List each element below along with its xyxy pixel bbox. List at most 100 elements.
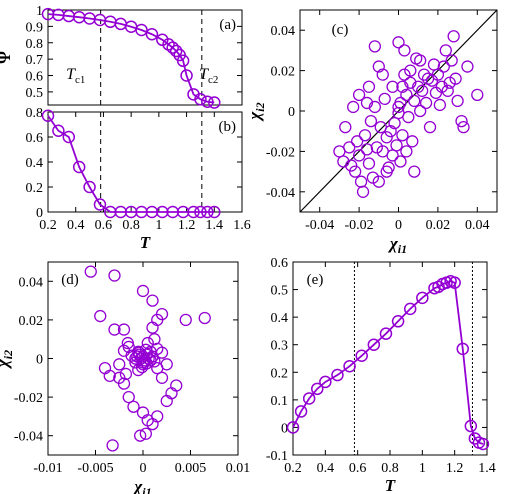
x-axis-label: χi1 [132, 477, 151, 494]
data-point [386, 149, 399, 162]
data-point [198, 311, 211, 325]
y-axis-label: χi2 [0, 350, 15, 369]
data-point [169, 44, 183, 58]
data-point [93, 198, 107, 211]
data-point [84, 265, 97, 278]
data-point [350, 135, 364, 148]
data-point [358, 129, 372, 142]
data-point [139, 427, 153, 440]
data-point [170, 379, 183, 392]
data-point [362, 80, 376, 93]
x-tick-label: 0.4 [67, 218, 85, 233]
x-tick-label: 0.2 [39, 218, 57, 233]
data-point [319, 375, 332, 389]
data-point [392, 36, 405, 49]
panel-e: 0.60.50.40.30.20.10-0.10.2 0.4 0.6 0.8 1 1.2 1… [266, 256, 496, 494]
y-tick-label: 0.8 [26, 106, 44, 121]
data-point [108, 269, 121, 282]
x-axis-label: T [140, 233, 151, 252]
data-point [339, 121, 352, 134]
x-tick-label: -0.01 [33, 461, 62, 476]
data-point [355, 349, 368, 362]
data-point [471, 88, 484, 101]
x-tick-label: -0.02 [345, 218, 374, 233]
data-point [408, 94, 421, 108]
y-tick-label: 0.04 [19, 275, 44, 290]
data-point [378, 92, 391, 106]
data-point [122, 390, 135, 404]
data-point [201, 205, 214, 219]
data-point [141, 336, 154, 350]
axes-frame [292, 261, 488, 456]
data-point [160, 358, 173, 371]
y-tick-label: 0.6 [26, 70, 44, 85]
y-tick-label: -0.04 [14, 430, 43, 445]
panel-a: 10.9 0.80.7 0.60.5 (a) Tc1 Tc2 Ψ [0, 4, 243, 109]
data-point [180, 69, 193, 82]
x-tick-label: 0.4 [317, 461, 335, 476]
series-line [47, 115, 215, 213]
data-point [135, 361, 149, 374]
data-point [113, 358, 126, 371]
data-point [187, 205, 200, 219]
y-tick-label: 0.6 [271, 256, 289, 271]
data-point [194, 93, 207, 106]
data-point [139, 343, 153, 356]
data-point [455, 114, 468, 128]
data-point [379, 327, 393, 340]
panel-label: (e) [307, 272, 324, 288]
x-tick-label: 0.005 [175, 461, 207, 476]
data-point [41, 109, 55, 122]
data-point [396, 129, 409, 142]
data-point [83, 180, 96, 194]
data-point [380, 165, 393, 178]
data-point [117, 323, 131, 336]
data-point [146, 321, 159, 334]
data-point [343, 141, 356, 154]
diagonal-line [299, 9, 498, 213]
y-tick-label: 0 [281, 421, 288, 436]
x-tick-label: 0.8 [122, 218, 140, 233]
x-tick-label: 0.02 [426, 218, 451, 233]
data-point [117, 344, 131, 357]
y-tick-label: -0.04 [266, 186, 295, 201]
x-tick-label: 1 [419, 461, 426, 476]
x-tick-label: 0.6 [349, 461, 367, 476]
data-point [372, 175, 385, 188]
panel-label: (d) [61, 272, 79, 288]
data-point [62, 130, 76, 144]
data-point [208, 96, 221, 109]
data-point [151, 410, 164, 423]
data-point [337, 155, 350, 168]
y-tick-label: 0.2 [271, 366, 289, 381]
data-point [364, 114, 378, 128]
data-point [108, 323, 121, 336]
data-point [106, 439, 119, 452]
data-point [406, 135, 419, 148]
y-tick-label: 0.4 [26, 156, 44, 171]
data-point [376, 68, 389, 81]
data-point [133, 429, 147, 442]
data-point [402, 110, 415, 124]
data-point [117, 377, 131, 390]
data-point [52, 124, 65, 137]
y-tick-label: 1 [36, 4, 43, 19]
y-tick-label: 0.8 [26, 37, 44, 52]
data-point [380, 131, 393, 144]
data-point [398, 44, 411, 57]
panel-c: 0.04 0.02 0 -0.02 -0.04 -0.04 -0.02 0 0.02 0.04 (c… [245, 9, 498, 256]
data-point [441, 84, 454, 97]
panel-label: (b) [219, 119, 237, 135]
data-point [416, 291, 429, 305]
data-point [404, 64, 417, 77]
y-axis-label: Ψ [0, 50, 14, 64]
data-point [448, 276, 461, 289]
data-point [362, 157, 376, 170]
data-point [360, 143, 374, 156]
data-point [419, 96, 433, 110]
data-point [386, 80, 399, 93]
x-tick-label: 0.01 [226, 461, 251, 476]
data-point [194, 205, 207, 219]
data-point [311, 382, 324, 396]
